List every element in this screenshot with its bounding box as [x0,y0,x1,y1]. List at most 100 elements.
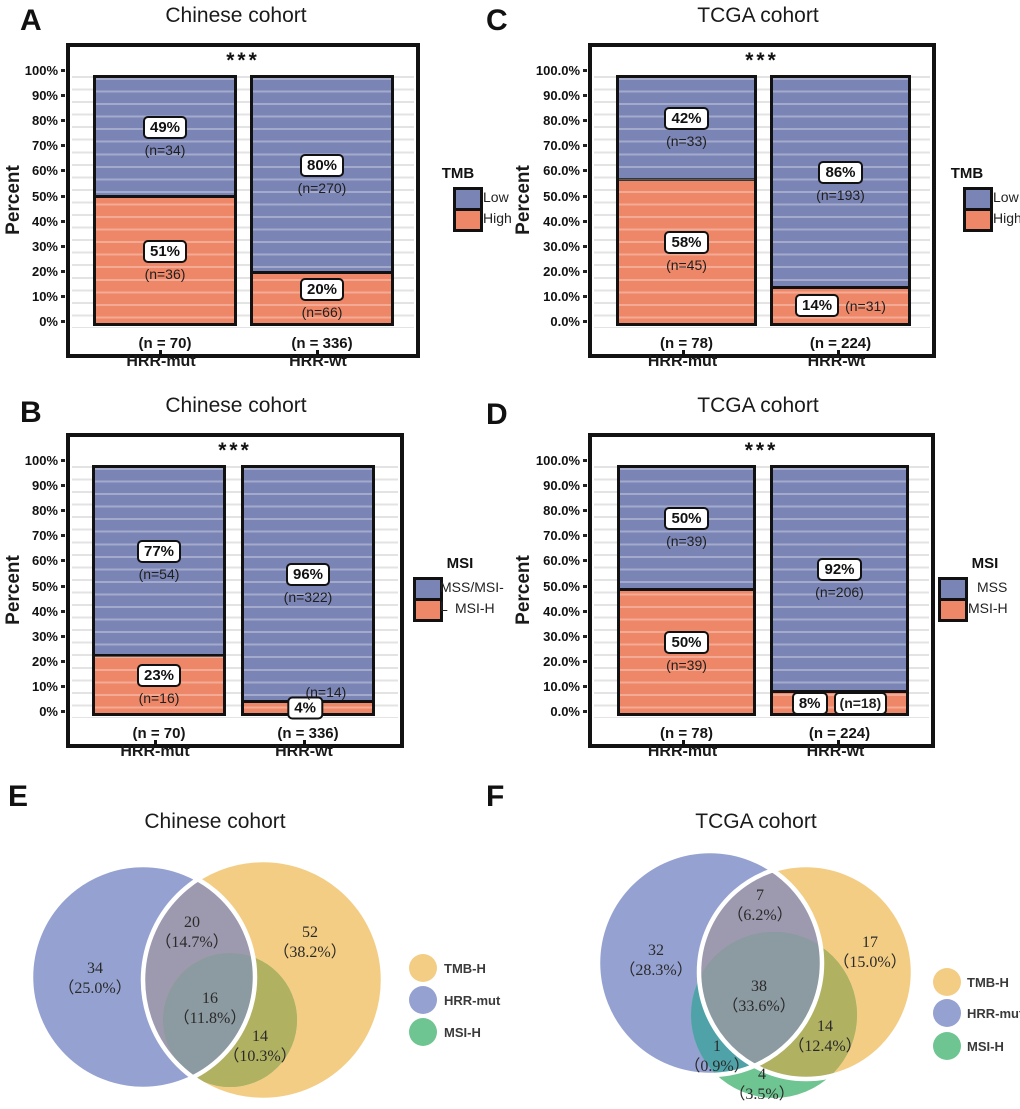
segment-low: 80% (n=270) [253,78,391,274]
segment-mss: 92% (n=206) [773,468,906,694]
bar-hrr-mut: 49% (n=34) 51% (n=36) [93,75,237,326]
venn-pct: （11.8%） [174,1009,247,1027]
bar-hrr-wt: 96% (n=322) 4% (n=14) [241,465,375,720]
venn-outline-tmb-h [140,857,386,1103]
x-group-label: HRR-wt [275,743,333,760]
legend-label: Low [993,189,1019,205]
y-tick: 50.0% [510,188,587,206]
segment-high: 58% (n=45) [619,180,754,323]
segment-low: 86% (n=193) [773,78,908,289]
legend-key-mss [941,580,965,598]
segment-high: 14% (n=31) [773,288,908,323]
legend-key-low [966,190,990,208]
bar-hrr-wt: 80% (n=270) 20% (n=66) [250,75,394,326]
venn-region-triple [163,953,255,1087]
group-n-label: (n = 224) [808,725,871,742]
legend-label: HRR-mut [444,993,501,1008]
legend-key-high [456,208,480,229]
percent-label: 51% [142,239,188,263]
panel-title: Chinese cohort [165,394,307,417]
y-tick: 90.0% [510,87,587,105]
segment-labels: 20% (n=66) [253,274,391,323]
y-tick: 40.0% [510,603,587,621]
y-tick: 50% [0,188,65,206]
y-tick: 20% [0,653,65,671]
legend-label: MSI-H [455,600,495,616]
venn-pct: （3.5%） [729,1085,794,1103]
group-n-label: (n = 78) [660,335,713,352]
significance-stars: *** [744,439,779,462]
segment-msi-h: 50% (n=39) [620,590,753,714]
percent-label: 50% [664,630,709,654]
segment-high: 20% (n=66) [253,274,391,323]
group-n-label: (n = 78) [660,725,713,742]
y-tick: 20.0% [510,263,587,281]
y-tick: 100.0% [510,62,587,80]
y-tick: 60% [0,552,65,570]
n-label: (n=34) [144,141,186,158]
y-tick: 0.0% [510,703,587,721]
panel-e-venn-chinese: Chinese cohort 34 （25.0%） 20 （14.7%） 52 … [28,810,501,1103]
segment-mss-msi-l: 96% (n=322) [244,468,372,704]
venn-count: 52 [302,924,318,941]
venn-outline-hrr-mut [595,848,825,1078]
venn-count: 17 [862,934,878,951]
y-tick: 0.0% [510,313,587,331]
segment-high: 51% (n=36) [96,198,234,323]
bar-hrr-wt: 86% (n=193) 14% (n=31) [770,75,911,326]
n-label: (n=18) [833,691,888,715]
percent-label: 80% [299,153,345,177]
x-tick-mark [154,740,157,745]
percent-label: 50% [664,506,709,530]
y-tick: 30% [0,628,65,646]
legend-title: TMB [950,165,984,182]
segment-labels: 50% (n=39) [620,468,753,588]
panel-letter-f: F [486,780,505,813]
y-tick: 10.0% [510,288,587,306]
venn-pct: （33.6%） [722,997,795,1015]
segment-low: 42% (n=33) [619,78,754,181]
x-tick-mark [682,740,685,745]
panel-letter-c: C [486,4,508,37]
percent-label: 58% [664,230,709,254]
venn-count: 7 [756,887,764,904]
legend-key-msi-h [941,598,965,619]
segment-msi-h: 8% (n=18) [773,691,906,715]
legend-keys [413,577,443,622]
venn-outline-hrr-mut [28,862,258,1092]
y-tick: 10.0% [510,678,587,696]
segment-labels: 4% (n=14) [244,684,372,720]
legend-swatch-tmb-h [933,968,961,996]
y-tick: 40% [0,213,65,231]
segment-labels: 58% (n=45) [619,181,754,323]
percent-label: 14% [795,294,840,318]
y-tick: 40% [0,603,65,621]
n-label: (n=66) [301,303,343,320]
legend-title: TMB [441,165,475,182]
group-n-label: (n = 336) [277,725,339,742]
bar-hrr-mut: 77% (n=54) 23% (n=16) [92,465,226,716]
y-tick: 80% [0,502,65,520]
panel-title: TCGA cohort [697,394,819,417]
plot-area: *** 42% (n=33) 58% (n=45) [588,43,936,358]
x-group-label: HRR-mut [647,743,718,760]
segment-labels: 14% (n=31) [773,289,908,323]
venn-count: 14 [817,1018,833,1035]
y-tick: 50% [0,578,65,596]
venn-count: 20 [184,914,200,931]
legend-title: MSI [971,555,999,572]
legend-label: MSI-H [967,1039,1004,1054]
venn-pct: （25.0%） [58,979,131,997]
venn-pct: （0.9%） [684,1057,749,1075]
y-tick: 60% [0,162,65,180]
venn-pct: （14.7%） [155,933,228,951]
legend-key-msi-h [416,598,440,619]
segment-labels: 50% (n=39) [620,591,753,714]
y-tick: 30.0% [510,238,587,256]
n-label: (n=39) [666,656,707,673]
venn-pct: （38.2%） [273,943,346,961]
segment-labels: 96% (n=322) [244,468,372,700]
significance-stars: *** [218,439,252,462]
x-tick-mark [682,350,685,355]
